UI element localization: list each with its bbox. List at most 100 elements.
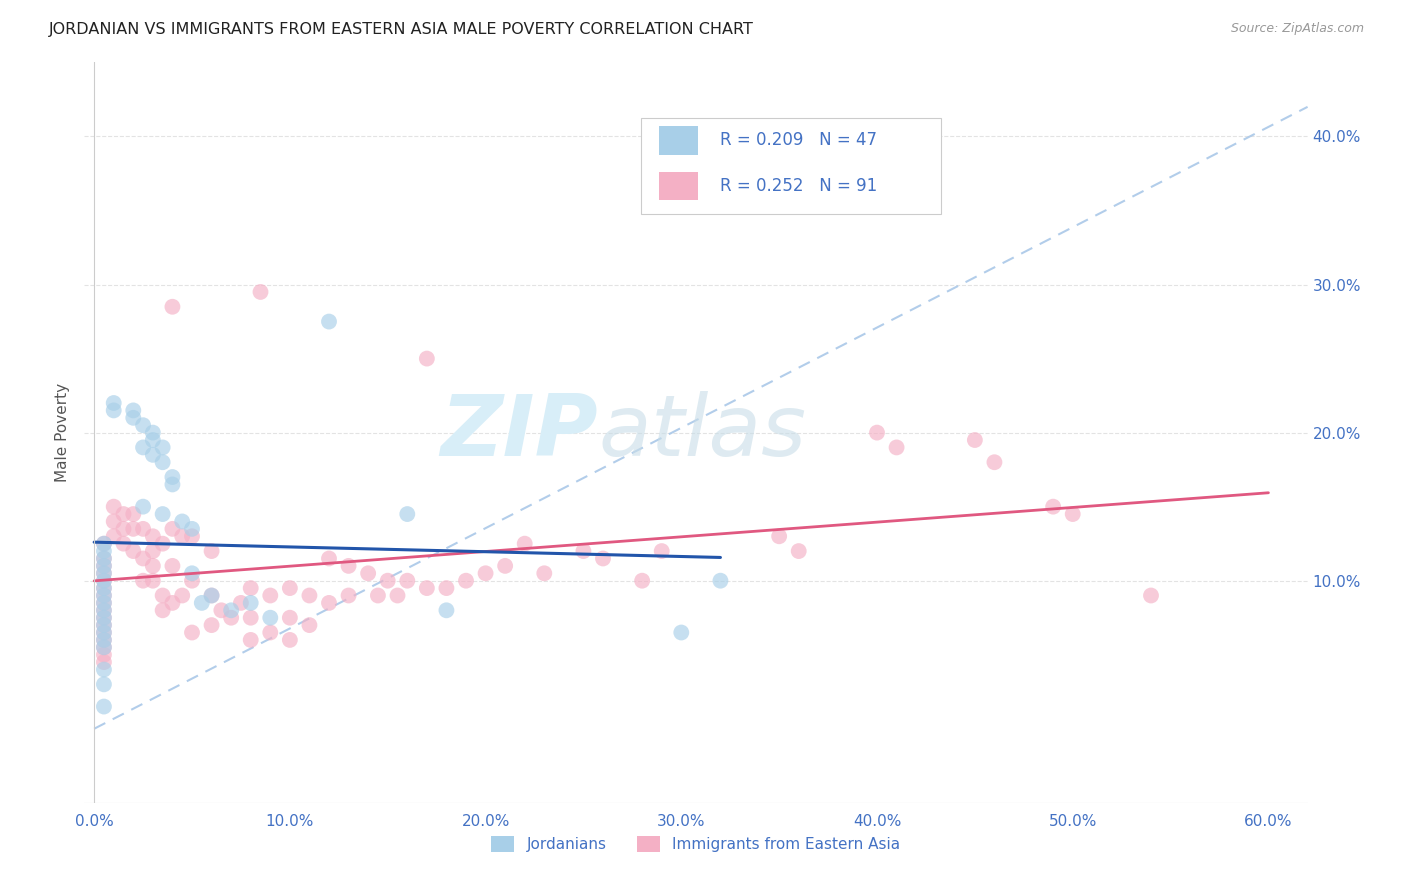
Point <box>191 596 214 610</box>
Point <box>278 632 301 647</box>
Point <box>93 581 115 595</box>
Point <box>152 455 174 469</box>
Point <box>172 529 194 543</box>
Point <box>239 610 262 624</box>
Point <box>93 551 115 566</box>
Point <box>162 470 184 484</box>
Point <box>181 625 204 640</box>
Point <box>454 574 477 588</box>
Y-axis label: Male Poverty: Male Poverty <box>55 383 70 483</box>
Point <box>768 529 790 543</box>
Point <box>181 529 204 543</box>
Point <box>367 589 389 603</box>
Point <box>93 640 115 655</box>
Point <box>219 603 242 617</box>
Point <box>963 433 986 447</box>
Point <box>142 529 165 543</box>
Point <box>318 551 340 566</box>
Point <box>103 403 125 417</box>
Point <box>200 618 222 632</box>
Point <box>142 433 165 447</box>
Point <box>103 529 125 543</box>
Point <box>132 574 155 588</box>
Point <box>162 477 184 491</box>
Point <box>93 655 115 669</box>
Point <box>93 589 115 603</box>
Point <box>142 574 165 588</box>
Point <box>474 566 496 581</box>
Point <box>152 441 174 455</box>
Point <box>533 566 555 581</box>
Point <box>93 640 115 655</box>
Point <box>93 610 115 624</box>
Point <box>142 448 165 462</box>
Point <box>93 574 115 588</box>
Point <box>152 589 174 603</box>
Point <box>112 507 135 521</box>
Point <box>93 544 115 558</box>
Point <box>132 551 155 566</box>
Point <box>93 677 115 691</box>
Point <box>416 581 439 595</box>
Point <box>122 403 145 417</box>
Point <box>93 663 115 677</box>
Point <box>142 425 165 440</box>
Point <box>377 574 399 588</box>
Point <box>337 558 360 573</box>
Point <box>209 603 232 617</box>
Point <box>172 589 194 603</box>
Point <box>132 441 155 455</box>
Point <box>122 507 145 521</box>
Point <box>103 396 125 410</box>
Point <box>239 632 262 647</box>
Point <box>93 648 115 662</box>
Point <box>1062 507 1084 521</box>
Point <box>572 544 595 558</box>
Point <box>866 425 889 440</box>
Point <box>93 551 115 566</box>
Point <box>200 544 222 558</box>
Point <box>93 566 115 581</box>
Point <box>298 589 321 603</box>
Point <box>132 522 155 536</box>
Point <box>132 418 155 433</box>
Point <box>709 574 731 588</box>
Point <box>93 536 115 550</box>
Point <box>162 558 184 573</box>
Point <box>162 522 184 536</box>
Point <box>93 596 115 610</box>
Point <box>93 632 115 647</box>
Point <box>318 596 340 610</box>
Point <box>93 558 115 573</box>
Point <box>152 507 174 521</box>
Point <box>162 596 184 610</box>
Point <box>93 596 115 610</box>
Point <box>396 507 419 521</box>
Point <box>200 589 222 603</box>
Point <box>93 589 115 603</box>
Point <box>181 522 204 536</box>
Point <box>494 558 516 573</box>
Point <box>103 515 125 529</box>
Point <box>93 699 115 714</box>
Text: ZIP: ZIP <box>440 391 598 475</box>
Point <box>93 618 115 632</box>
Point <box>93 566 115 581</box>
Point <box>671 625 693 640</box>
Point <box>239 581 262 595</box>
Point <box>239 596 262 610</box>
Point <box>132 500 155 514</box>
Point <box>298 618 321 632</box>
Point <box>513 536 536 550</box>
Point <box>259 589 281 603</box>
Point <box>181 566 204 581</box>
Point <box>93 581 115 595</box>
Point <box>631 574 654 588</box>
Point <box>357 566 380 581</box>
Point <box>278 610 301 624</box>
Point <box>93 603 115 617</box>
Point <box>259 610 281 624</box>
Point <box>93 536 115 550</box>
Point <box>396 574 419 588</box>
Point <box>200 589 222 603</box>
